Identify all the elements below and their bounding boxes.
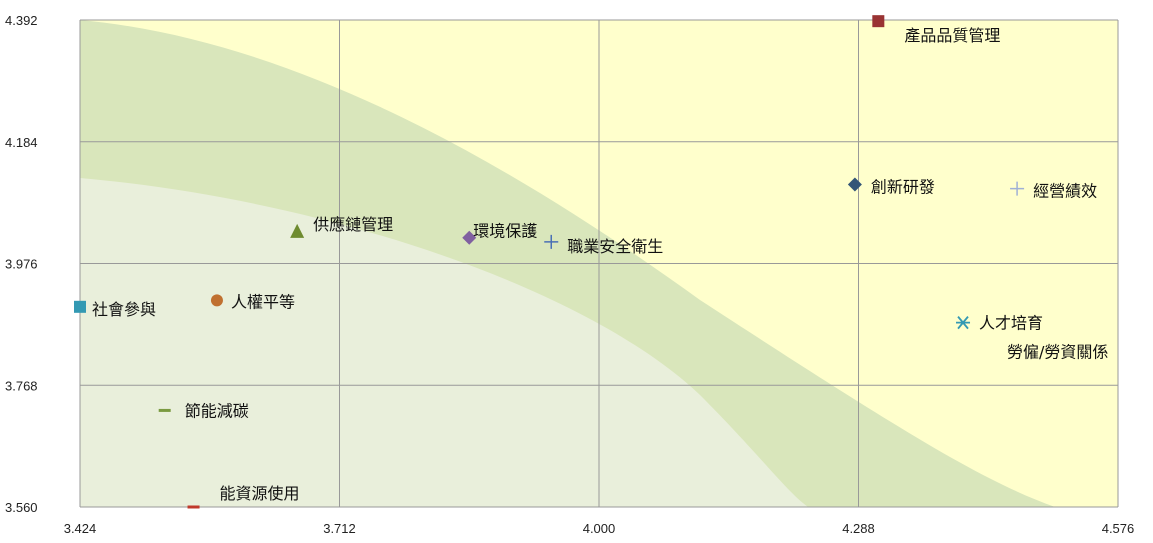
y-axis-tick-labels: 4.392 4.184 3.976 3.768 3.560: [5, 13, 38, 515]
y-tick-label: 3.560: [5, 500, 38, 515]
point-marker: [290, 223, 305, 238]
data-point: 能資源使用: [187, 484, 300, 509]
data-point: 產品品質管理: [872, 15, 1000, 45]
data-point: 勞僱/勞資關係: [1007, 343, 1108, 362]
data-point: 經營績效: [1010, 182, 1097, 201]
point-label: 能資源使用: [220, 484, 300, 503]
data-point: 職業安全衛生: [544, 234, 663, 256]
point-label: 勞僱/勞資關係: [1007, 343, 1108, 362]
point-label: 環境保護: [473, 222, 537, 241]
data-point: 社會參與: [74, 300, 156, 319]
point-label: 供應鏈管理: [313, 215, 393, 234]
data-point: 創新研發: [847, 177, 935, 196]
data-point: 人才培育: [956, 314, 1043, 333]
y-tick-label: 3.976: [5, 257, 38, 272]
x-axis-tick-labels: 3.424 3.712 4.000 4.288 4.576: [64, 521, 1135, 536]
point-marker: [1010, 181, 1025, 196]
point-label: 職業安全衛生: [567, 237, 663, 256]
point-marker: [544, 234, 559, 249]
inner-band: [80, 178, 808, 507]
point-marker: [956, 316, 971, 330]
x-tick-label: 4.288: [842, 521, 875, 536]
point-label: 節能減碳: [185, 401, 249, 420]
grid-lines: [79, 19, 1119, 508]
point-marker: [847, 177, 862, 192]
y-tick-label: 4.392: [5, 13, 38, 28]
x-tick-label: 3.424: [64, 521, 97, 536]
point-marker: [462, 230, 477, 245]
x-tick-label: 3.712: [323, 521, 356, 536]
x-tick-label: 4.576: [1102, 521, 1135, 536]
point-label: 人才培育: [979, 314, 1043, 333]
x-tick-label: 4.000: [583, 521, 616, 536]
data-point: 節能減碳: [158, 401, 249, 420]
data-point: 環境保護: [462, 222, 537, 245]
point-marker: [872, 15, 885, 28]
point-marker: [210, 294, 223, 307]
y-tick-label: 3.768: [5, 378, 38, 393]
data-point: 人權平等: [210, 292, 295, 311]
point-label: 經營績效: [1033, 182, 1097, 201]
y-tick-label: 4.184: [5, 135, 38, 150]
point-label: 社會參與: [92, 300, 156, 319]
point-label: 創新研發: [871, 177, 935, 196]
point-label: 產品品質管理: [904, 26, 1000, 45]
point-label: 人權平等: [231, 292, 295, 311]
data-point: 供應鏈管理: [290, 215, 393, 238]
point-marker: [74, 300, 86, 313]
